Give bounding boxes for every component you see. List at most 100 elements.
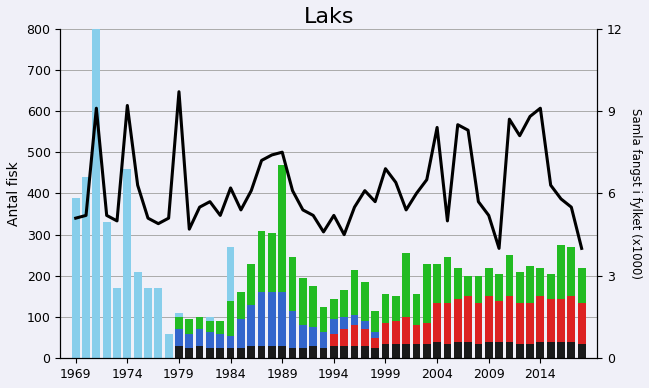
Bar: [340, 329, 348, 346]
Bar: [371, 331, 379, 338]
Bar: [330, 319, 337, 334]
Bar: [350, 326, 358, 346]
Bar: [206, 348, 214, 359]
Bar: [247, 263, 255, 305]
Bar: [382, 344, 389, 359]
Bar: [537, 268, 545, 296]
Bar: [206, 331, 214, 348]
Bar: [454, 342, 461, 359]
Bar: [289, 311, 297, 348]
Bar: [567, 342, 575, 359]
Bar: [516, 272, 524, 303]
Bar: [258, 346, 265, 359]
Bar: [310, 286, 317, 327]
Bar: [289, 348, 297, 359]
Bar: [443, 257, 451, 303]
Bar: [289, 257, 297, 311]
Bar: [423, 323, 431, 344]
Bar: [216, 348, 224, 359]
Bar: [237, 319, 245, 348]
Bar: [443, 303, 451, 344]
Bar: [175, 317, 183, 329]
Bar: [330, 334, 337, 346]
Bar: [175, 329, 183, 346]
Bar: [165, 334, 173, 359]
Bar: [392, 296, 400, 321]
Bar: [443, 344, 451, 359]
Bar: [485, 296, 493, 342]
Bar: [82, 177, 90, 359]
Bar: [299, 278, 307, 326]
Bar: [371, 338, 379, 348]
Bar: [495, 274, 503, 301]
Bar: [361, 329, 369, 346]
Bar: [526, 344, 534, 359]
Bar: [474, 276, 482, 303]
Bar: [413, 326, 421, 344]
Bar: [474, 344, 482, 359]
Bar: [237, 348, 245, 359]
Y-axis label: Antal fisk: Antal fisk: [7, 161, 21, 226]
Bar: [278, 346, 286, 359]
Bar: [434, 263, 441, 303]
Bar: [526, 265, 534, 303]
Bar: [134, 272, 141, 359]
Bar: [175, 313, 183, 359]
Bar: [402, 317, 410, 344]
Bar: [557, 245, 565, 298]
Bar: [454, 268, 461, 298]
Bar: [392, 344, 400, 359]
Bar: [474, 303, 482, 344]
Bar: [340, 317, 348, 329]
Bar: [537, 342, 545, 359]
Bar: [330, 298, 337, 319]
Bar: [310, 346, 317, 359]
Bar: [216, 334, 224, 348]
Bar: [557, 298, 565, 342]
Bar: [567, 296, 575, 342]
Bar: [350, 270, 358, 315]
Bar: [464, 276, 472, 296]
Bar: [103, 222, 110, 359]
Bar: [227, 301, 234, 336]
Bar: [196, 329, 204, 346]
Bar: [278, 293, 286, 346]
Bar: [516, 344, 524, 359]
Bar: [423, 263, 431, 323]
Bar: [247, 346, 255, 359]
Bar: [340, 346, 348, 359]
Bar: [320, 348, 327, 359]
Y-axis label: Samla fangst i fylket (x1000): Samla fangst i fylket (x1000): [629, 108, 642, 279]
Bar: [113, 288, 121, 359]
Bar: [227, 336, 234, 348]
Bar: [247, 305, 255, 346]
Bar: [361, 282, 369, 321]
Bar: [175, 346, 183, 359]
Bar: [310, 327, 317, 346]
Bar: [196, 346, 204, 359]
Bar: [464, 342, 472, 359]
Bar: [495, 342, 503, 359]
Bar: [258, 293, 265, 346]
Bar: [186, 334, 193, 348]
Bar: [402, 253, 410, 317]
Bar: [454, 298, 461, 342]
Bar: [186, 319, 193, 334]
Bar: [506, 342, 513, 359]
Bar: [547, 342, 554, 359]
Bar: [320, 307, 327, 331]
Bar: [299, 326, 307, 348]
Bar: [526, 303, 534, 344]
Bar: [371, 311, 379, 331]
Bar: [537, 296, 545, 342]
Bar: [216, 321, 224, 334]
Bar: [72, 197, 80, 359]
Bar: [186, 348, 193, 359]
Title: Laks: Laks: [304, 7, 354, 27]
Bar: [123, 169, 131, 359]
Bar: [382, 323, 389, 344]
Bar: [206, 321, 214, 331]
Bar: [350, 346, 358, 359]
Bar: [371, 348, 379, 359]
Bar: [423, 344, 431, 359]
